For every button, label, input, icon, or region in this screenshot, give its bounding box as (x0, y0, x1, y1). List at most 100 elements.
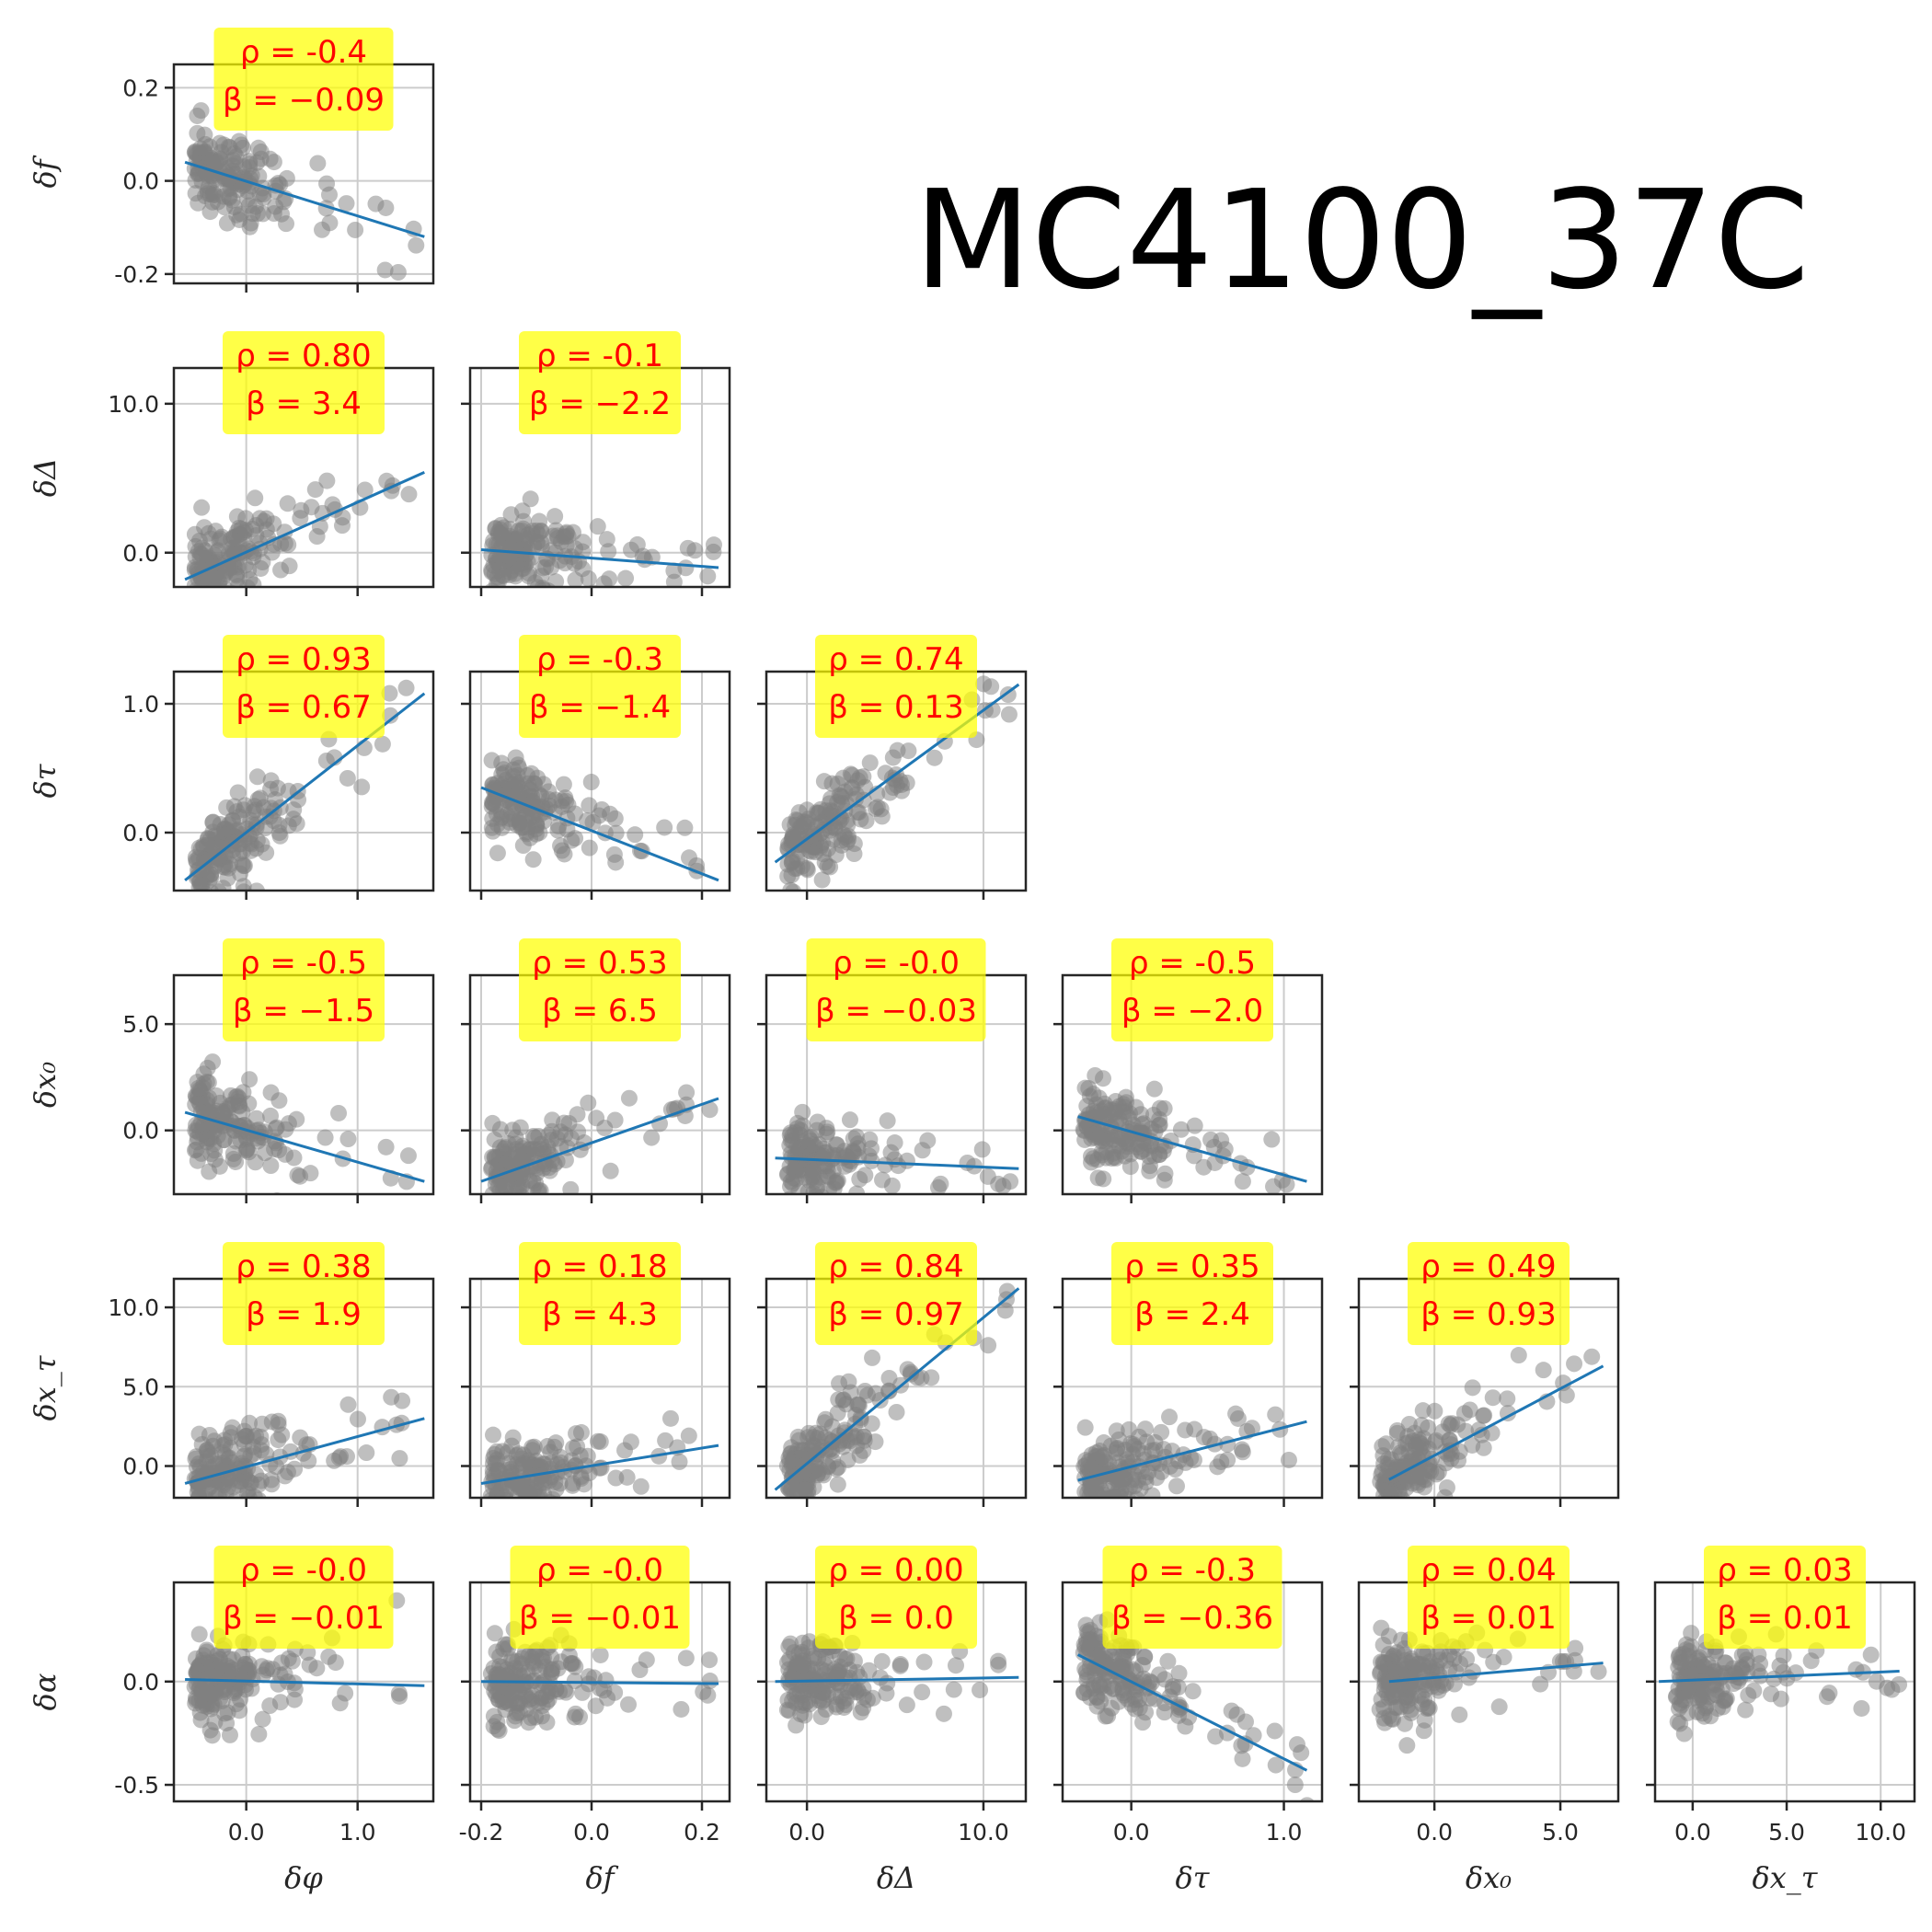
y-axis-labels: δf δΔ δτ δx₀ δx_τ δα (28, 155, 63, 1710)
data-point (1076, 1419, 1094, 1436)
data-point (191, 898, 208, 914)
data-point (705, 536, 722, 554)
data-point (888, 1403, 905, 1420)
data-point (1392, 1512, 1409, 1528)
y-tick-label: 0.0 (122, 540, 159, 567)
data-point (496, 1156, 513, 1173)
x-tick-label: 10.0 (958, 1819, 1009, 1846)
data-point (241, 1414, 259, 1432)
data-point (193, 499, 211, 516)
annotation-box: ρ = -0.0 β = −0.01 (510, 1546, 690, 1649)
data-point (824, 1162, 842, 1179)
data-point (292, 1429, 309, 1446)
data-point (241, 1474, 259, 1491)
beta-label: β = −0.01 (519, 1600, 681, 1637)
data-point (270, 1675, 287, 1693)
data-point (229, 784, 247, 801)
data-point (516, 1687, 534, 1705)
data-point (868, 799, 886, 816)
scatter-points (482, 1409, 697, 1498)
data-point (1853, 1699, 1870, 1717)
data-point (347, 221, 364, 238)
x-tick-label: 5.0 (1542, 1819, 1579, 1846)
data-point (285, 801, 303, 819)
data-point (1787, 1664, 1804, 1682)
data-point (374, 735, 391, 753)
scatter-points (1667, 1625, 1908, 1742)
panel-tau-vs-delta: ρ = 0.74 β = 0.13 (757, 635, 1028, 911)
data-point (1384, 1516, 1400, 1533)
x-axis-label-x0: δx₀ (1466, 1860, 1512, 1895)
annotation-box: ρ = -0.1 β = −2.2 (519, 331, 681, 434)
data-point (1388, 1424, 1406, 1442)
data-point (1151, 1099, 1168, 1117)
panel-xtau-vs-x0: ρ = 0.49 β = 0.93 (1350, 1242, 1620, 1533)
beta-label: β = 0.13 (828, 689, 964, 726)
annotation-box: ρ = 0.53 β = 6.5 (519, 938, 681, 1041)
data-point (191, 1704, 209, 1721)
regression-line (480, 1097, 719, 1183)
data-point (1490, 1698, 1508, 1716)
regression-line (185, 1678, 425, 1687)
data-point (580, 1675, 597, 1693)
data-point (829, 776, 846, 793)
beta-label: β = 2.4 (1134, 1296, 1250, 1333)
data-point (829, 1673, 846, 1691)
panel-xtau-vs-delta: ρ = 0.84 β = 0.97 (757, 1242, 1028, 1507)
data-point (1102, 1489, 1120, 1498)
annotation-box: ρ = 0.49 β = 0.93 (1408, 1242, 1570, 1345)
data-point (202, 1512, 219, 1529)
data-point (834, 1391, 852, 1409)
beta-label: β = 3.4 (246, 385, 362, 422)
data-point (546, 508, 564, 525)
data-point (1099, 1708, 1117, 1725)
data-point (513, 502, 531, 520)
data-point (1159, 1652, 1177, 1670)
data-point (815, 773, 833, 790)
data-point (592, 1646, 609, 1663)
data-point (496, 1203, 512, 1220)
data-point (813, 871, 831, 889)
data-point (192, 102, 210, 120)
data-point (1703, 1666, 1720, 1684)
data-point (1263, 1131, 1281, 1148)
data-point (492, 1202, 509, 1218)
regression-line (480, 1680, 719, 1685)
data-point (280, 782, 297, 799)
data-point (1113, 1130, 1131, 1147)
data-point (547, 573, 565, 587)
regression-line (774, 1287, 1020, 1491)
rho-label: ρ = 0.18 (532, 1248, 667, 1285)
data-point (562, 1180, 580, 1194)
beta-label: β = −0.01 (223, 1600, 385, 1637)
data-point (330, 1449, 348, 1466)
data-point (926, 749, 943, 766)
data-point (1091, 1676, 1109, 1694)
data-point (923, 1369, 940, 1386)
beta-label: β = 0.01 (1420, 1600, 1557, 1637)
data-point (617, 569, 635, 587)
data-point (606, 1111, 624, 1129)
y-axis-label-xtau: δx_τ (28, 1354, 63, 1420)
rho-label: ρ = 0.84 (828, 1248, 963, 1285)
data-point (511, 1704, 528, 1721)
scatter-points (186, 472, 418, 587)
data-point (784, 894, 800, 911)
data-point (1402, 1701, 1420, 1719)
data-point (1379, 1505, 1396, 1522)
data-point (311, 518, 328, 535)
data-point (1288, 1736, 1305, 1754)
panel-delta-vs-f: ρ = -0.1 β = −2.2 (461, 331, 731, 596)
data-point (606, 810, 624, 827)
data-point (606, 1684, 624, 1701)
data-point (524, 1140, 542, 1157)
data-point (688, 889, 696, 891)
data-point (508, 1204, 524, 1221)
rho-label: ρ = -0.0 (240, 1552, 367, 1589)
data-point (339, 1131, 357, 1148)
data-point (192, 899, 209, 915)
rho-label: ρ = -0.4 (240, 34, 367, 71)
data-point (198, 549, 215, 567)
data-point (408, 236, 425, 254)
data-point (231, 1702, 248, 1719)
